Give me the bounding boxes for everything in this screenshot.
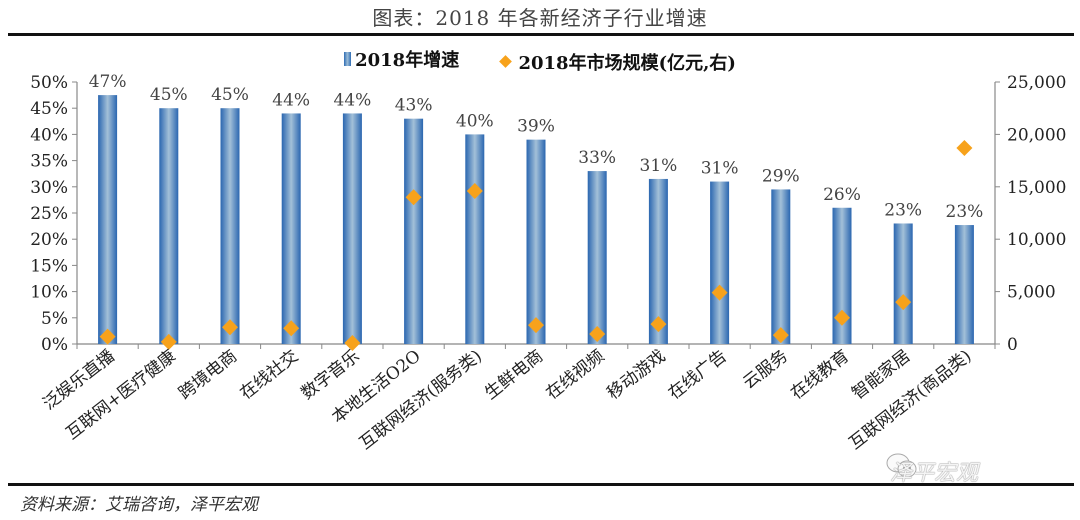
market-size-point [344, 334, 361, 351]
bar-data-label: 23% [884, 200, 922, 220]
legend: 2018年增速 2018年市场规模(亿元,右) [0, 46, 1080, 75]
wechat-icon [886, 453, 917, 478]
bar [587, 171, 607, 344]
x-category-label: 生鲜电商 [481, 346, 547, 404]
legend-label-market-size: 2018年市场规模(亿元,右) [518, 52, 736, 74]
y-right-tick-label: 0 [1007, 335, 1018, 355]
bar-data-label: 31% [701, 159, 739, 179]
bar [404, 118, 424, 345]
market-size-point [956, 140, 973, 157]
x-category-label: 跨境电商 [175, 346, 241, 404]
y-left-tick-label: 25% [30, 204, 68, 224]
y-left-tick-label: 50% [30, 73, 68, 93]
bar [220, 108, 240, 344]
market-size-point [589, 326, 606, 343]
market-size-point [834, 309, 850, 326]
bar [159, 108, 179, 344]
market-size-point [405, 189, 422, 206]
top-rule [8, 33, 1074, 36]
y-right-tick-label: 5,000 [1007, 283, 1056, 303]
bar-data-label: 45% [150, 85, 188, 105]
y-left-tick-label: 10% [30, 283, 68, 303]
x-category-label: 在线教育 [787, 346, 853, 404]
y-left-tick-label: 20% [30, 230, 68, 250]
market-size-point [222, 319, 238, 336]
x-category-label: 在线社交 [236, 346, 302, 404]
x-category-label: 互联网+医疗健康 [63, 346, 180, 444]
bar-data-label: 43% [395, 96, 433, 116]
legend-label-growth: 2018年增速 [355, 50, 460, 71]
x-category-label: 在线广告 [665, 346, 731, 404]
y-left-tick-label: 0% [41, 335, 68, 355]
bar [832, 207, 852, 344]
bar [526, 139, 546, 344]
bar [954, 225, 974, 344]
watermark-text: 泽平宏观 [890, 461, 979, 486]
y-left-tick-label: 45% [30, 99, 68, 119]
bar-data-label: 29% [762, 166, 800, 186]
market-size-point [772, 327, 789, 344]
market-size-point [895, 294, 912, 311]
bar-data-label: 44% [272, 90, 310, 110]
market-size-point [283, 320, 300, 337]
bar-data-label: 23% [946, 202, 984, 222]
source-note: 资料来源：艾瑞咨询，泽平宏观 [20, 495, 258, 515]
y-left-tick-label: 35% [30, 152, 68, 172]
bar-data-label: 47% [89, 72, 127, 92]
legend-bar-swatch [344, 52, 352, 66]
chart-title: 图表：2018 年各新经济子行业增速 [372, 6, 708, 30]
market-size-point [466, 182, 483, 199]
market-size-point [99, 328, 116, 345]
market-size-point [160, 333, 177, 350]
bar [98, 95, 118, 344]
y-left-tick-label: 15% [30, 256, 68, 276]
y-left-tick-label: 5% [41, 309, 68, 329]
y-right-tick-label: 15,000 [1007, 178, 1066, 198]
x-category-label: 在线视频 [542, 346, 608, 404]
x-category-label: 移动游戏 [604, 346, 670, 404]
bar-data-label: 31% [640, 156, 678, 176]
bar [281, 113, 301, 344]
y-right-tick-label: 25,000 [1007, 73, 1066, 93]
bar-data-label: 26% [823, 185, 861, 205]
bar-data-label: 40% [456, 111, 494, 131]
market-size-point [711, 284, 728, 301]
legend-item-growth: 2018年增速 [344, 46, 459, 72]
bar [465, 134, 485, 344]
bar [342, 113, 362, 344]
market-size-point [650, 316, 667, 333]
market-size-point [528, 317, 544, 334]
y-right-tick-label: 20,000 [1007, 125, 1066, 145]
bar-data-label: 33% [578, 148, 616, 168]
bottom-rule [8, 483, 1074, 486]
bar-data-label: 44% [334, 90, 372, 110]
y-left-tick-label: 30% [30, 178, 68, 198]
legend-item-market-size: 2018年市场规模(亿元,右) [499, 49, 736, 75]
bar [710, 181, 730, 344]
bar [771, 189, 791, 344]
bar [648, 178, 668, 344]
x-category-label: 云服务 [739, 346, 792, 393]
bar-data-label: 45% [211, 85, 249, 105]
bar-data-label: 39% [517, 117, 555, 137]
y-right-tick-label: 10,000 [1007, 230, 1066, 250]
y-left-tick-label: 40% [30, 125, 68, 145]
bar [893, 223, 913, 344]
